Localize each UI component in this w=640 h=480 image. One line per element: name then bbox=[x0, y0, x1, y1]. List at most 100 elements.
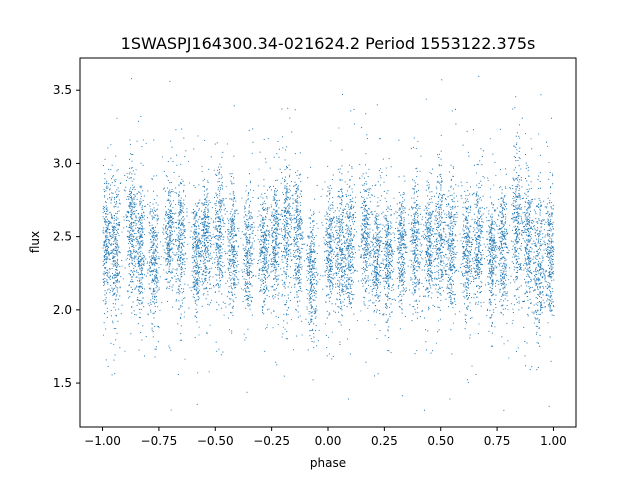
data-point bbox=[338, 292, 340, 294]
data-point bbox=[296, 335, 298, 337]
data-point bbox=[205, 232, 207, 234]
data-point bbox=[149, 205, 151, 207]
data-point bbox=[324, 244, 326, 246]
chart-title: 1SWASPJ164300.34-021624.2 Period 1553122… bbox=[121, 34, 536, 53]
data-point bbox=[231, 312, 233, 314]
data-point bbox=[329, 286, 331, 288]
data-point bbox=[172, 268, 174, 270]
data-point bbox=[232, 258, 234, 260]
data-point bbox=[208, 222, 210, 224]
data-point bbox=[332, 277, 334, 279]
data-point bbox=[329, 251, 331, 253]
data-point bbox=[299, 233, 301, 235]
data-point bbox=[265, 243, 267, 245]
data-point bbox=[197, 202, 199, 204]
data-point bbox=[129, 255, 131, 257]
data-point bbox=[128, 226, 130, 228]
data-point bbox=[142, 254, 144, 256]
data-point bbox=[194, 242, 196, 244]
data-point bbox=[105, 226, 107, 228]
data-point bbox=[157, 215, 159, 217]
data-point bbox=[341, 258, 343, 260]
data-point bbox=[262, 227, 264, 229]
data-point bbox=[330, 224, 332, 226]
data-point bbox=[264, 246, 266, 248]
data-point bbox=[114, 292, 116, 294]
data-point bbox=[193, 216, 195, 218]
data-point bbox=[152, 216, 154, 218]
data-point bbox=[232, 245, 233, 247]
data-point bbox=[207, 241, 209, 243]
data-point bbox=[315, 293, 317, 295]
data-point bbox=[333, 253, 335, 255]
data-point bbox=[263, 139, 265, 141]
data-point bbox=[275, 221, 277, 223]
data-point bbox=[196, 240, 198, 242]
data-point bbox=[203, 214, 205, 216]
data-point bbox=[328, 237, 330, 239]
data-point bbox=[112, 265, 114, 267]
data-point bbox=[327, 259, 329, 261]
data-point bbox=[317, 340, 319, 342]
data-point bbox=[229, 249, 231, 251]
data-point bbox=[205, 233, 207, 235]
data-point bbox=[194, 225, 196, 227]
data-point bbox=[106, 230, 108, 232]
data-point bbox=[117, 291, 119, 293]
data-point bbox=[231, 183, 233, 185]
data-point bbox=[155, 346, 157, 348]
data-point bbox=[339, 226, 341, 228]
data-point bbox=[171, 224, 173, 225]
data-point bbox=[289, 117, 291, 119]
data-point bbox=[114, 354, 116, 356]
data-point bbox=[297, 300, 299, 302]
data-point bbox=[195, 308, 197, 310]
data-point bbox=[208, 239, 210, 241]
data-point bbox=[172, 190, 174, 192]
data-point bbox=[265, 236, 267, 238]
data-point bbox=[248, 129, 250, 131]
data-point bbox=[332, 262, 334, 264]
data-point bbox=[195, 283, 197, 285]
data-point bbox=[348, 283, 350, 285]
data-point bbox=[277, 223, 279, 225]
data-point bbox=[153, 295, 155, 297]
data-point bbox=[228, 292, 230, 294]
data-point bbox=[105, 221, 107, 223]
data-point bbox=[108, 271, 110, 273]
data-point bbox=[286, 165, 288, 167]
data-point bbox=[261, 246, 263, 248]
data-point bbox=[297, 235, 299, 237]
data-point bbox=[202, 218, 204, 220]
data-point bbox=[327, 257, 329, 259]
data-point bbox=[132, 222, 134, 224]
data-point bbox=[178, 293, 180, 295]
data-point bbox=[138, 217, 140, 219]
data-point bbox=[137, 323, 139, 325]
data-point bbox=[203, 230, 205, 232]
data-point bbox=[115, 271, 117, 273]
data-point bbox=[310, 282, 312, 284]
data-point bbox=[337, 267, 339, 269]
data-point bbox=[143, 215, 145, 217]
data-point bbox=[130, 194, 132, 196]
data-point bbox=[262, 235, 264, 237]
data-point bbox=[112, 277, 114, 279]
data-point bbox=[259, 214, 261, 216]
data-point bbox=[196, 278, 198, 280]
data-point bbox=[294, 239, 296, 240]
data-point bbox=[315, 296, 317, 298]
data-point bbox=[109, 244, 111, 246]
data-point bbox=[326, 250, 328, 252]
data-point bbox=[283, 238, 285, 240]
data-point bbox=[300, 216, 302, 218]
data-point bbox=[138, 280, 140, 282]
data-point bbox=[340, 278, 342, 280]
data-point bbox=[117, 228, 119, 230]
data-point bbox=[232, 261, 234, 263]
data-point bbox=[203, 185, 205, 187]
data-point bbox=[331, 358, 333, 360]
data-point bbox=[137, 231, 139, 233]
data-point bbox=[169, 232, 171, 234]
data-point bbox=[283, 212, 285, 214]
